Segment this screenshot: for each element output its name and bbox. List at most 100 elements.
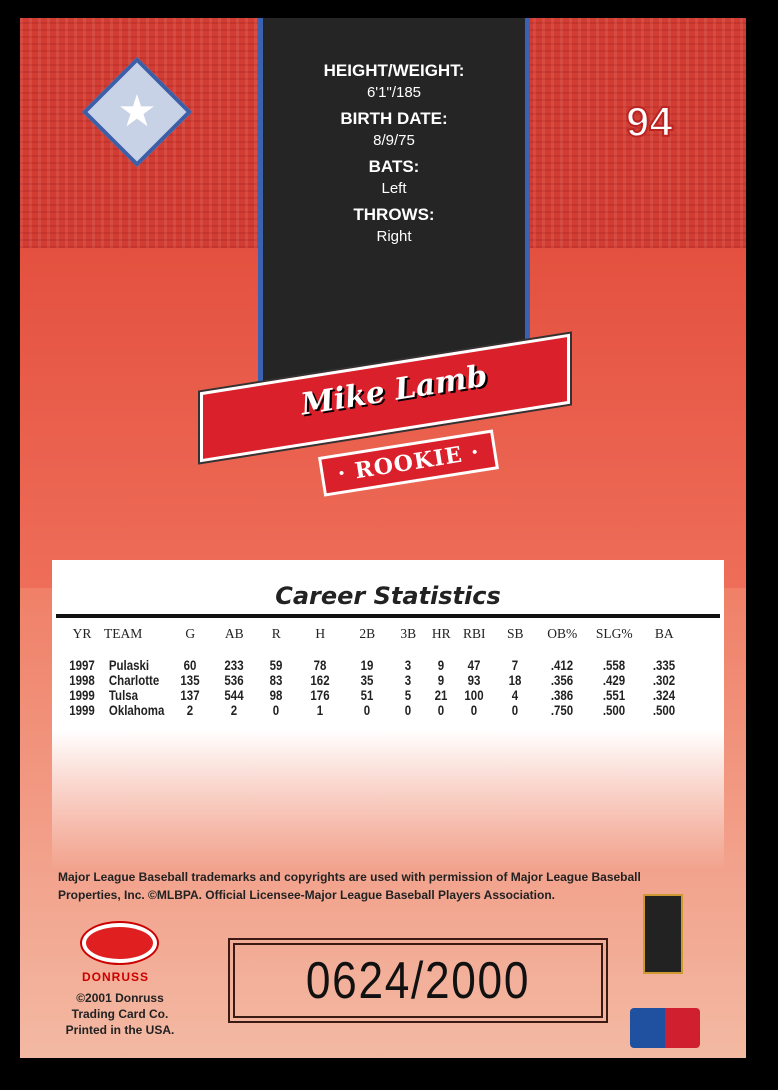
stat-cell: .500 (603, 703, 626, 718)
stat-cell: 18 (508, 673, 522, 688)
mlb-logo-icon (630, 1008, 700, 1048)
stat-cell: 3 (405, 673, 412, 688)
stat-cell: 536 (224, 673, 244, 688)
serial-number-box: 0624/2000 (228, 938, 608, 1023)
stat-cell: .335 (653, 658, 676, 673)
stat-cell: 59 (269, 658, 283, 673)
copyright-line: Printed in the USA. (65, 1023, 175, 1037)
stat-cell: 3 (405, 658, 412, 673)
header-row: YR TEAM G AB R H 2B 3B HR RBI SB OB% SLG% BA (60, 624, 687, 658)
stat-cell: 1999 (69, 703, 95, 718)
stat-cell: 19 (360, 658, 374, 673)
stat-cell: 21 (434, 688, 448, 703)
stat-cell: Oklahoma (108, 703, 165, 718)
stat-cell: 135 (180, 673, 200, 688)
column-header: BA (654, 626, 674, 641)
stat-cell: .302 (653, 673, 676, 688)
stat-cell: 83 (269, 673, 283, 688)
bio-value: 8/9/75 (373, 132, 415, 149)
card-back: ★ 94 HEIGHT/WEIGHT: 6'1"/185 BIRTH DATE:… (20, 18, 746, 1058)
stat-cell: 0 (364, 703, 371, 718)
stat-cell: 2 (187, 703, 194, 718)
stat-cell: .551 (603, 688, 626, 703)
stat-cell: .750 (551, 703, 574, 718)
stat-cell: 0 (471, 703, 478, 718)
stat-cell: 176 (310, 688, 330, 703)
career-stats: Career Statistics YR TEAM G AB R H 2B 3B HR RBI SB… (52, 560, 724, 870)
stat-cell: .429 (603, 673, 626, 688)
column-header: 3B (400, 626, 417, 641)
donruss-logo-icon (82, 923, 157, 963)
stat-cell: 7 (512, 658, 519, 673)
stat-cell: 9 (438, 658, 445, 673)
column-header: HR (431, 626, 451, 641)
column-header: AB (224, 626, 244, 641)
table-row: 1997 Pulaski 60 233 59 78 19 3 9 47 7 .412 .558 .335 (60, 658, 687, 673)
bio-value: Right (376, 228, 412, 245)
stat-cell: 233 (224, 658, 244, 673)
donruss-brand: DONRUSS (82, 970, 150, 984)
legal-text: Major League Baseball trademarks and cop… (58, 870, 641, 902)
stat-cell: 47 (467, 658, 481, 673)
bio-panel: HEIGHT/WEIGHT: 6'1"/185 BIRTH DATE: 8/9/… (258, 18, 530, 393)
stat-cell: 1998 (69, 673, 95, 688)
stat-cell: 78 (313, 658, 327, 673)
column-header: G (185, 626, 196, 641)
stat-cell: 137 (180, 688, 200, 703)
serial-number: 0624/2000 (305, 952, 531, 1010)
card-number: 94 (625, 97, 674, 146)
copyright-line: Trading Card Co. (71, 1007, 169, 1021)
copyright-line: ©2001 Donruss (76, 991, 164, 1005)
bio-label: BIRTH DATE: (340, 109, 448, 128)
stat-cell: .324 (653, 688, 676, 703)
stat-cell: 0 (405, 703, 412, 718)
stat-cell: 9 (438, 673, 445, 688)
stat-cell: 0 (512, 703, 519, 718)
bio-value: Left (381, 180, 407, 197)
stat-cell: 1999 (69, 688, 95, 703)
stat-cell: 60 (183, 658, 197, 673)
stat-cell: 4 (512, 688, 519, 703)
column-header: YR (72, 626, 92, 641)
stat-cell: 93 (467, 673, 481, 688)
bio-label: BATS: (368, 157, 420, 176)
column-header: SB (507, 626, 524, 641)
stat-cell: 1 (317, 703, 324, 718)
stat-cell: .356 (551, 673, 574, 688)
stat-cell: 0 (438, 703, 445, 718)
stat-cell: 35 (360, 673, 374, 688)
column-header: OB% (547, 626, 578, 641)
table-row: 1998 Charlotte 135 536 83 162 35 3 9 93 18 .356 .429… (60, 673, 687, 688)
stat-cell: Charlotte (108, 673, 160, 688)
column-header: 2B (359, 626, 376, 641)
stats-table: YR TEAM G AB R H 2B 3B HR RBI SB OB% SLG% BA 1997 Pula… (60, 624, 687, 718)
copyright: ©2001 Donruss Trading Card Co. Printed i… (60, 990, 180, 1038)
stats-title: Career Statistics (275, 582, 501, 610)
stat-cell: .386 (551, 688, 574, 703)
stat-cell: 5 (405, 688, 412, 703)
stat-cell: Tulsa (108, 688, 139, 703)
players-choice-logo-icon (643, 894, 683, 974)
column-header: H (315, 626, 326, 641)
column-header: TEAM (104, 626, 143, 641)
stat-cell: .412 (551, 658, 574, 673)
stat-cell: 0 (273, 703, 280, 718)
stat-cell: Pulaski (108, 658, 150, 673)
stat-cell: 1997 (69, 658, 95, 673)
stat-cell: 544 (224, 688, 244, 703)
stat-cell: .500 (653, 703, 676, 718)
table-row: 1999 Tulsa 137 544 98 176 51 5 21 100 4 .386 .551 .32… (60, 688, 687, 703)
stat-cell: 2 (231, 703, 238, 718)
column-header: R (271, 626, 281, 641)
bio-label: THROWS: (353, 205, 435, 224)
table-row: 1999 Oklahoma 2 2 0 1 0 0 0 0 0 .750 .500 .500 (60, 703, 687, 718)
stat-cell: .558 (603, 658, 626, 673)
column-header: SLG% (595, 626, 633, 641)
stat-cell: 162 (310, 673, 330, 688)
divider (56, 614, 720, 618)
bio-value: 6'1"/185 (366, 84, 422, 101)
stat-cell: 100 (464, 688, 484, 703)
column-header: RBI (463, 626, 486, 641)
bio-label: HEIGHT/WEIGHT: (323, 61, 465, 80)
stat-cell: 51 (360, 688, 374, 703)
